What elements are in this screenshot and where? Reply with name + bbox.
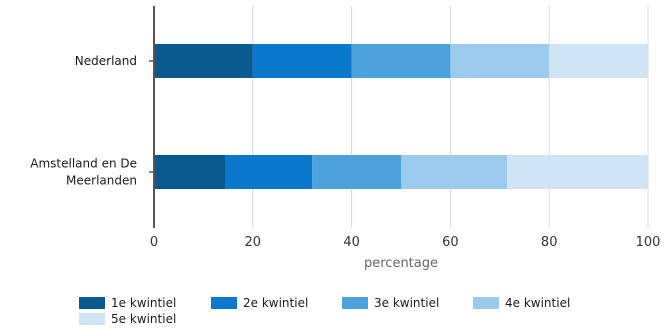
bar-segment — [312, 155, 401, 189]
bar-segment — [450, 44, 550, 78]
gridlines — [252, 6, 649, 228]
category-label: Amstelland en De — [30, 157, 137, 171]
legend-swatch — [211, 297, 237, 309]
bar-segment — [154, 44, 253, 78]
legend-label: 1e kwintiel — [111, 296, 176, 310]
bar-segment — [252, 44, 352, 78]
bar-segment — [351, 44, 451, 78]
bar-segment — [154, 155, 226, 189]
legend-swatch — [342, 297, 368, 309]
legend-label: 5e kwintiel — [111, 312, 176, 326]
x-tick-label: 40 — [343, 235, 360, 250]
category-label: Nederland — [75, 54, 137, 68]
category-labels: Nederland Amstelland en De Meerlanden — [30, 54, 154, 188]
x-tick-labels: 0 20 40 60 80 100 — [150, 235, 661, 250]
category-label: Meerlanden — [66, 174, 137, 188]
x-tick-label: 60 — [442, 235, 459, 250]
bar-segment — [401, 155, 508, 189]
bar-segment — [225, 155, 313, 189]
x-tick-label: 100 — [636, 235, 661, 250]
legend-swatch — [473, 297, 499, 309]
bar-segment — [507, 155, 648, 189]
legend-label: 4e kwintiel — [505, 296, 570, 310]
legend-label: 2e kwintiel — [243, 296, 308, 310]
bars — [154, 44, 648, 189]
x-tick-label: 20 — [245, 235, 262, 250]
legend: 1e kwintiel 2e kwintiel 3e kwintiel 4e kwin… — [79, 296, 570, 326]
x-tick-label: 0 — [150, 235, 158, 250]
legend-label: 3e kwintiel — [374, 296, 439, 310]
legend-swatch — [79, 313, 105, 325]
legend-swatch — [79, 297, 105, 309]
bar-segment — [549, 44, 648, 78]
x-axis-title: percentage — [364, 256, 438, 271]
x-tick-label: 80 — [541, 235, 558, 250]
